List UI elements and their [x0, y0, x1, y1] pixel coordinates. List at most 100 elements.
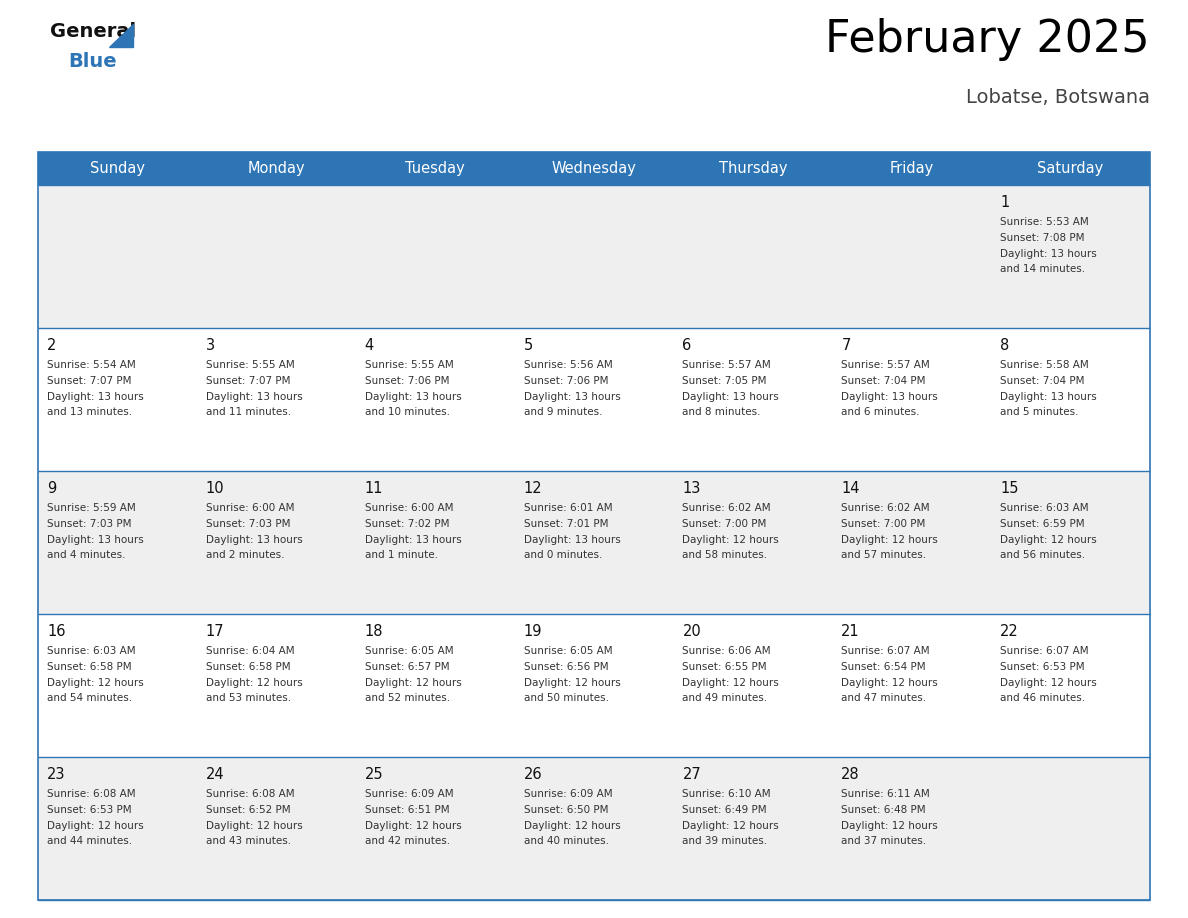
Text: Sunrise: 6:05 AM: Sunrise: 6:05 AM — [365, 646, 454, 656]
Text: 23: 23 — [48, 767, 65, 782]
Text: Lobatse, Botswana: Lobatse, Botswana — [966, 88, 1150, 107]
Text: 10: 10 — [206, 481, 225, 496]
Text: and 40 minutes.: and 40 minutes. — [524, 836, 608, 846]
Text: Sunrise: 5:54 AM: Sunrise: 5:54 AM — [48, 360, 135, 370]
Text: Daylight: 13 hours: Daylight: 13 hours — [524, 535, 620, 545]
Text: 24: 24 — [206, 767, 225, 782]
Text: Sunset: 6:48 PM: Sunset: 6:48 PM — [841, 805, 925, 815]
Text: Sunset: 7:00 PM: Sunset: 7:00 PM — [841, 519, 925, 529]
Text: Daylight: 12 hours: Daylight: 12 hours — [841, 678, 939, 688]
Text: Sunset: 6:58 PM: Sunset: 6:58 PM — [206, 662, 291, 672]
Text: Daylight: 12 hours: Daylight: 12 hours — [841, 821, 939, 831]
Text: Daylight: 12 hours: Daylight: 12 hours — [682, 821, 779, 831]
Text: Sunrise: 5:57 AM: Sunrise: 5:57 AM — [841, 360, 930, 370]
Text: General: General — [50, 22, 137, 41]
Text: Sunset: 7:07 PM: Sunset: 7:07 PM — [48, 376, 132, 386]
Text: Sunrise: 6:08 AM: Sunrise: 6:08 AM — [48, 789, 135, 799]
Text: and 10 minutes.: and 10 minutes. — [365, 407, 450, 417]
Text: and 1 minute.: and 1 minute. — [365, 550, 437, 560]
Text: Sunrise: 6:00 AM: Sunrise: 6:00 AM — [365, 503, 453, 513]
Text: Sunrise: 5:59 AM: Sunrise: 5:59 AM — [48, 503, 135, 513]
Text: Thursday: Thursday — [719, 161, 788, 176]
Text: 27: 27 — [682, 767, 701, 782]
Text: Daylight: 13 hours: Daylight: 13 hours — [48, 392, 144, 402]
Text: Sunset: 6:50 PM: Sunset: 6:50 PM — [524, 805, 608, 815]
Text: Daylight: 13 hours: Daylight: 13 hours — [365, 535, 461, 545]
Text: and 49 minutes.: and 49 minutes. — [682, 693, 767, 703]
Text: 14: 14 — [841, 481, 860, 496]
Text: Sunset: 7:06 PM: Sunset: 7:06 PM — [365, 376, 449, 386]
Text: 9: 9 — [48, 481, 56, 496]
Bar — [674, 152, 833, 185]
Text: 7: 7 — [841, 338, 851, 353]
Text: and 5 minutes.: and 5 minutes. — [1000, 407, 1079, 417]
Text: Sunrise: 5:57 AM: Sunrise: 5:57 AM — [682, 360, 771, 370]
Text: Sunrise: 6:08 AM: Sunrise: 6:08 AM — [206, 789, 295, 799]
Text: Daylight: 12 hours: Daylight: 12 hours — [1000, 535, 1097, 545]
Text: Sunset: 6:54 PM: Sunset: 6:54 PM — [841, 662, 925, 672]
Text: Daylight: 13 hours: Daylight: 13 hours — [206, 535, 303, 545]
Text: Sunrise: 5:55 AM: Sunrise: 5:55 AM — [365, 360, 454, 370]
Text: and 6 minutes.: and 6 minutes. — [841, 407, 920, 417]
Text: Monday: Monday — [247, 161, 305, 176]
Bar — [38, 152, 197, 185]
Text: and 53 minutes.: and 53 minutes. — [206, 693, 291, 703]
Text: 2: 2 — [48, 338, 56, 353]
Text: Sunrise: 6:07 AM: Sunrise: 6:07 AM — [841, 646, 930, 656]
Text: 21: 21 — [841, 624, 860, 639]
Text: 5: 5 — [524, 338, 533, 353]
Text: Sunset: 6:58 PM: Sunset: 6:58 PM — [48, 662, 132, 672]
Text: Sunrise: 6:03 AM: Sunrise: 6:03 AM — [48, 646, 135, 656]
Text: February 2025: February 2025 — [826, 18, 1150, 61]
Text: and 50 minutes.: and 50 minutes. — [524, 693, 608, 703]
Text: 11: 11 — [365, 481, 384, 496]
Text: Wednesday: Wednesday — [551, 161, 637, 176]
Text: and 9 minutes.: and 9 minutes. — [524, 407, 602, 417]
Text: Sunset: 7:07 PM: Sunset: 7:07 PM — [206, 376, 290, 386]
Text: and 11 minutes.: and 11 minutes. — [206, 407, 291, 417]
Text: 25: 25 — [365, 767, 384, 782]
Text: Sunrise: 6:09 AM: Sunrise: 6:09 AM — [365, 789, 454, 799]
Text: Daylight: 13 hours: Daylight: 13 hours — [841, 392, 939, 402]
Bar — [355, 152, 514, 185]
Text: Sunrise: 6:01 AM: Sunrise: 6:01 AM — [524, 503, 612, 513]
Polygon shape — [109, 24, 133, 47]
Text: Sunset: 6:51 PM: Sunset: 6:51 PM — [365, 805, 449, 815]
Text: 26: 26 — [524, 767, 542, 782]
Text: Daylight: 12 hours: Daylight: 12 hours — [48, 821, 144, 831]
Text: 16: 16 — [48, 624, 65, 639]
Text: Daylight: 12 hours: Daylight: 12 hours — [682, 678, 779, 688]
Text: and 58 minutes.: and 58 minutes. — [682, 550, 767, 560]
Text: 20: 20 — [682, 624, 701, 639]
Text: Sunrise: 5:58 AM: Sunrise: 5:58 AM — [1000, 360, 1089, 370]
Text: Daylight: 12 hours: Daylight: 12 hours — [1000, 678, 1097, 688]
Text: and 37 minutes.: and 37 minutes. — [841, 836, 927, 846]
Text: and 56 minutes.: and 56 minutes. — [1000, 550, 1086, 560]
Text: Sunset: 7:08 PM: Sunset: 7:08 PM — [1000, 233, 1085, 243]
Text: Sunrise: 5:55 AM: Sunrise: 5:55 AM — [206, 360, 295, 370]
Text: and 8 minutes.: and 8 minutes. — [682, 407, 762, 417]
Text: Sunrise: 6:00 AM: Sunrise: 6:00 AM — [206, 503, 295, 513]
Text: Sunset: 7:00 PM: Sunset: 7:00 PM — [682, 519, 766, 529]
Text: and 4 minutes.: and 4 minutes. — [48, 550, 126, 560]
Text: Daylight: 12 hours: Daylight: 12 hours — [365, 821, 461, 831]
Text: Sunset: 7:04 PM: Sunset: 7:04 PM — [841, 376, 925, 386]
Text: Daylight: 13 hours: Daylight: 13 hours — [524, 392, 620, 402]
Text: and 47 minutes.: and 47 minutes. — [841, 693, 927, 703]
Text: 12: 12 — [524, 481, 542, 496]
Text: Tuesday: Tuesday — [405, 161, 465, 176]
Text: Sunrise: 6:02 AM: Sunrise: 6:02 AM — [841, 503, 930, 513]
Bar — [38, 328, 1150, 471]
Text: Sunset: 7:05 PM: Sunset: 7:05 PM — [682, 376, 767, 386]
Text: 13: 13 — [682, 481, 701, 496]
Text: and 57 minutes.: and 57 minutes. — [841, 550, 927, 560]
Text: 1: 1 — [1000, 195, 1010, 210]
Text: Daylight: 13 hours: Daylight: 13 hours — [48, 535, 144, 545]
Text: 15: 15 — [1000, 481, 1018, 496]
Text: 6: 6 — [682, 338, 691, 353]
Text: Sunset: 6:52 PM: Sunset: 6:52 PM — [206, 805, 291, 815]
Text: Daylight: 13 hours: Daylight: 13 hours — [1000, 392, 1097, 402]
Text: Sunrise: 5:56 AM: Sunrise: 5:56 AM — [524, 360, 612, 370]
Text: and 43 minutes.: and 43 minutes. — [206, 836, 291, 846]
Bar — [991, 152, 1150, 185]
